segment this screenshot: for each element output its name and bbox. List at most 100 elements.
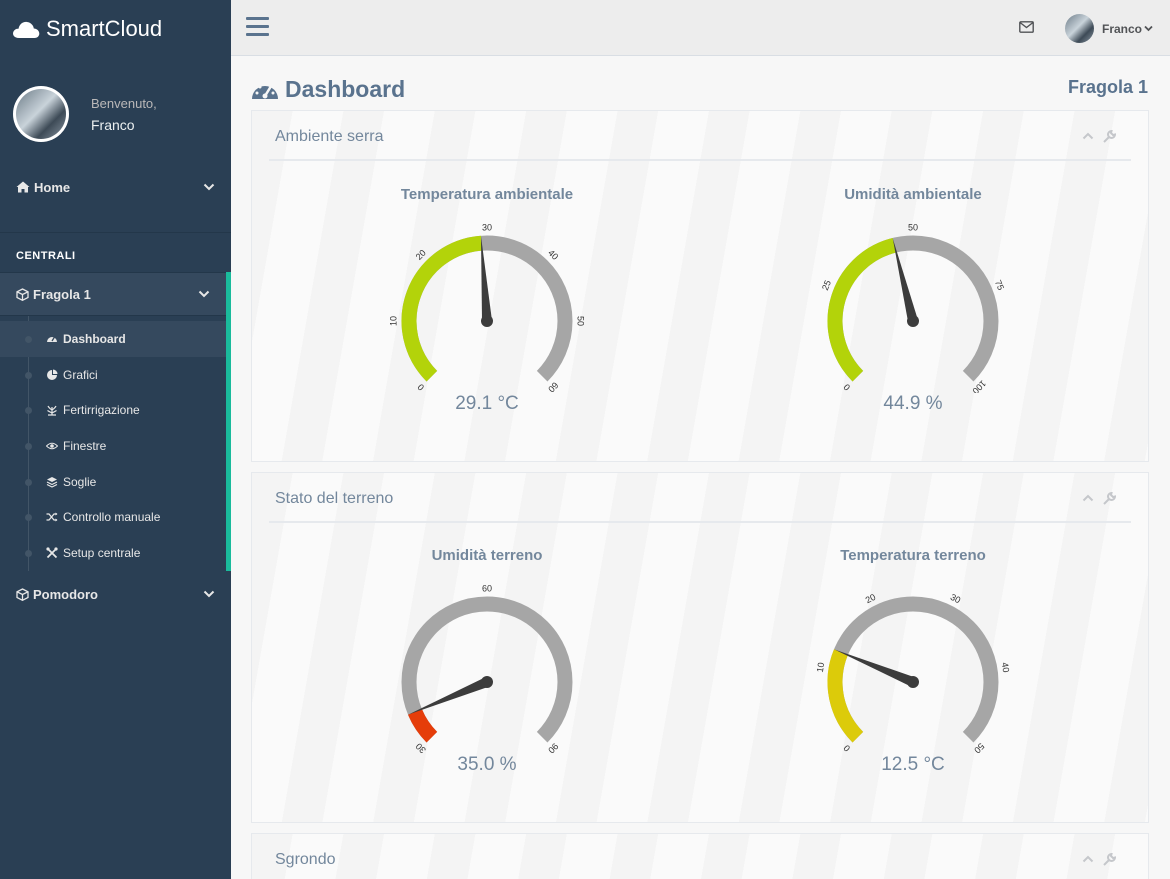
- sidebar-item-finestre[interactable]: Finestre: [0, 428, 226, 464]
- gauge-track: [827, 596, 999, 743]
- sidebar-item-fragola-1[interactable]: Fragola 1: [0, 272, 226, 316]
- layers-icon: [46, 476, 58, 488]
- chevron-up-icon[interactable]: [1082, 492, 1094, 504]
- sidebar-item-controllo-manuale[interactable]: Controllo manuale: [0, 499, 226, 535]
- gauge-title: Temperatura ambientale: [400, 186, 574, 203]
- gauge-tick-label: 60: [546, 380, 560, 393]
- gauge-pivot: [907, 315, 919, 327]
- gauge-tick-label: 0: [841, 743, 852, 754]
- gauge-tick-label: 75: [993, 279, 1006, 292]
- sidebar-item-label: Soglie: [63, 474, 97, 489]
- gauge-dial: 0 10 20 30 40 50: [815, 592, 1011, 754]
- panel-title: Stato del terreno: [275, 490, 394, 507]
- sidebar-item-fertirrigazione[interactable]: Fertirrigazione: [0, 392, 226, 428]
- chevron-up-icon[interactable]: [1082, 853, 1094, 865]
- top-nav: Franco: [231, 0, 1170, 56]
- gauge-tick-label: 50: [576, 316, 586, 326]
- gauge-value: 44.9 %: [883, 393, 943, 414]
- chevron-down-icon: [1144, 25, 1153, 32]
- chevron-up-icon[interactable]: [1082, 130, 1094, 142]
- section-title: CENTRALI: [16, 250, 76, 262]
- sidebar-item-label: Finestre: [63, 438, 107, 453]
- sidebar-item-pomodoro[interactable]: Pomodoro: [0, 582, 231, 606]
- gauge-tick-label: 40: [546, 248, 560, 262]
- page-title: Dashboard: [251, 76, 405, 103]
- gauge-needle: [408, 677, 489, 715]
- avatar[interactable]: [13, 86, 69, 142]
- wrench-icon[interactable]: [1102, 492, 1116, 506]
- gauge-value: 35.0 %: [457, 754, 517, 775]
- gauge-dial: 0 10 20 30 40 50 60: [388, 222, 586, 393]
- gauge-umidita-ambientale: Umidità ambientale 0 25 50 75 100 44.9 %: [793, 186, 1033, 415]
- submenu: Dashboard Grafici Fertirrigazione Finest…: [0, 316, 226, 571]
- gauge-fill: [827, 237, 897, 382]
- gauge-tick-label: 25: [820, 279, 833, 292]
- gauge-needle: [834, 649, 915, 687]
- gauge-tick-label: 10: [815, 662, 826, 673]
- tachometer-icon: [252, 85, 278, 99]
- gauge-tick-label: 30: [414, 741, 428, 754]
- pie-chart-icon: [47, 369, 58, 380]
- user-menu[interactable]: Franco: [1065, 14, 1153, 43]
- random-icon: [46, 512, 58, 522]
- sidebar-item-grafici[interactable]: Grafici: [0, 357, 226, 393]
- gauge-fill: [827, 649, 864, 743]
- wrench-icon[interactable]: [1102, 130, 1116, 144]
- panel-stato-terreno: Stato del terreno Umidità terreno 30 60 90…: [251, 472, 1149, 823]
- menu-toggle-icon[interactable]: [246, 17, 269, 37]
- profile-name: Franco: [91, 116, 135, 133]
- gauge-tick-label: 50: [908, 222, 918, 232]
- gauge-tick-label: 90: [546, 741, 560, 754]
- brand[interactable]: SmartCloud: [0, 0, 231, 57]
- cube-icon: [16, 287, 29, 301]
- gauge-fill: [401, 235, 483, 382]
- gauge-tick-label: 30: [482, 222, 492, 232]
- gauge-temperatura-ambientale: Temperatura ambientale 0 10 20 30 40 50 60 29.…: [367, 186, 607, 415]
- panel-title: Ambiente serra: [275, 128, 384, 145]
- welcome-text: Benvenuto,: [91, 95, 157, 111]
- sidebar-item-home[interactable]: Home: [0, 175, 231, 199]
- wrench-icon[interactable]: [1102, 853, 1116, 867]
- chevron-down-icon: [203, 590, 215, 598]
- sidebar-item-soglie[interactable]: Soglie: [0, 464, 226, 500]
- tools-icon: [46, 547, 58, 559]
- page-title-text: Dashboard: [285, 76, 406, 102]
- panel-sgrondo: Sgrondo: [251, 833, 1149, 879]
- gauge-dial: 30 60 90: [401, 583, 573, 754]
- central-name: Fragola 1: [1067, 77, 1148, 97]
- gauge-value: 12.5 °C: [881, 754, 945, 775]
- gauge-pivot: [907, 676, 919, 688]
- envelope-icon[interactable]: [1019, 21, 1034, 33]
- gauge-fill: [408, 708, 438, 743]
- sidebar-item-label: Home: [34, 179, 71, 195]
- gauge-title: Umidità ambientale: [844, 186, 982, 203]
- gauge-needle: [480, 236, 492, 322]
- plant-icon: [47, 405, 57, 416]
- sidebar-item-setup-centrale[interactable]: Setup centrale: [0, 535, 226, 571]
- gauge-tick-label: 30: [949, 592, 962, 605]
- sidebar-item-label: Dashboard: [63, 331, 126, 346]
- sidebar-group-fragola: Fragola 1 Dashboard Grafici Fertirrigazi…: [0, 272, 231, 571]
- divider: [0, 232, 231, 233]
- tachometer-icon: [47, 336, 57, 342]
- cloud-icon: [13, 21, 40, 38]
- gauge-tick-label: 50: [972, 741, 986, 754]
- profile: Benvenuto, Franco: [0, 75, 231, 153]
- panel-title: Sgrondo: [275, 851, 336, 868]
- sidebar-item-label: Setup centrale: [63, 545, 141, 560]
- gauge-temperatura-terreno: Temperatura terreno 0 10 20 30 40 50 12.5 °C: [793, 547, 1033, 776]
- gauge-title: Temperatura terreno: [840, 547, 986, 564]
- gauge-track: [401, 596, 573, 743]
- gauge-pivot: [481, 315, 493, 327]
- sidebar-item-label: Pomodoro: [33, 586, 98, 602]
- sidebar-item-dashboard[interactable]: Dashboard: [0, 321, 226, 357]
- gauge-tick-label: 0: [841, 382, 852, 393]
- sidebar-item-label: Controllo manuale: [63, 510, 161, 525]
- sidebar-item-label: Fertirrigazione: [63, 403, 140, 418]
- gauge-tick-label: 40: [1000, 662, 1011, 673]
- cube-icon: [16, 587, 29, 601]
- gauge-pivot: [481, 676, 493, 688]
- gauge-tick-label: 0: [415, 382, 426, 393]
- gauge-tick-label: 20: [414, 248, 428, 262]
